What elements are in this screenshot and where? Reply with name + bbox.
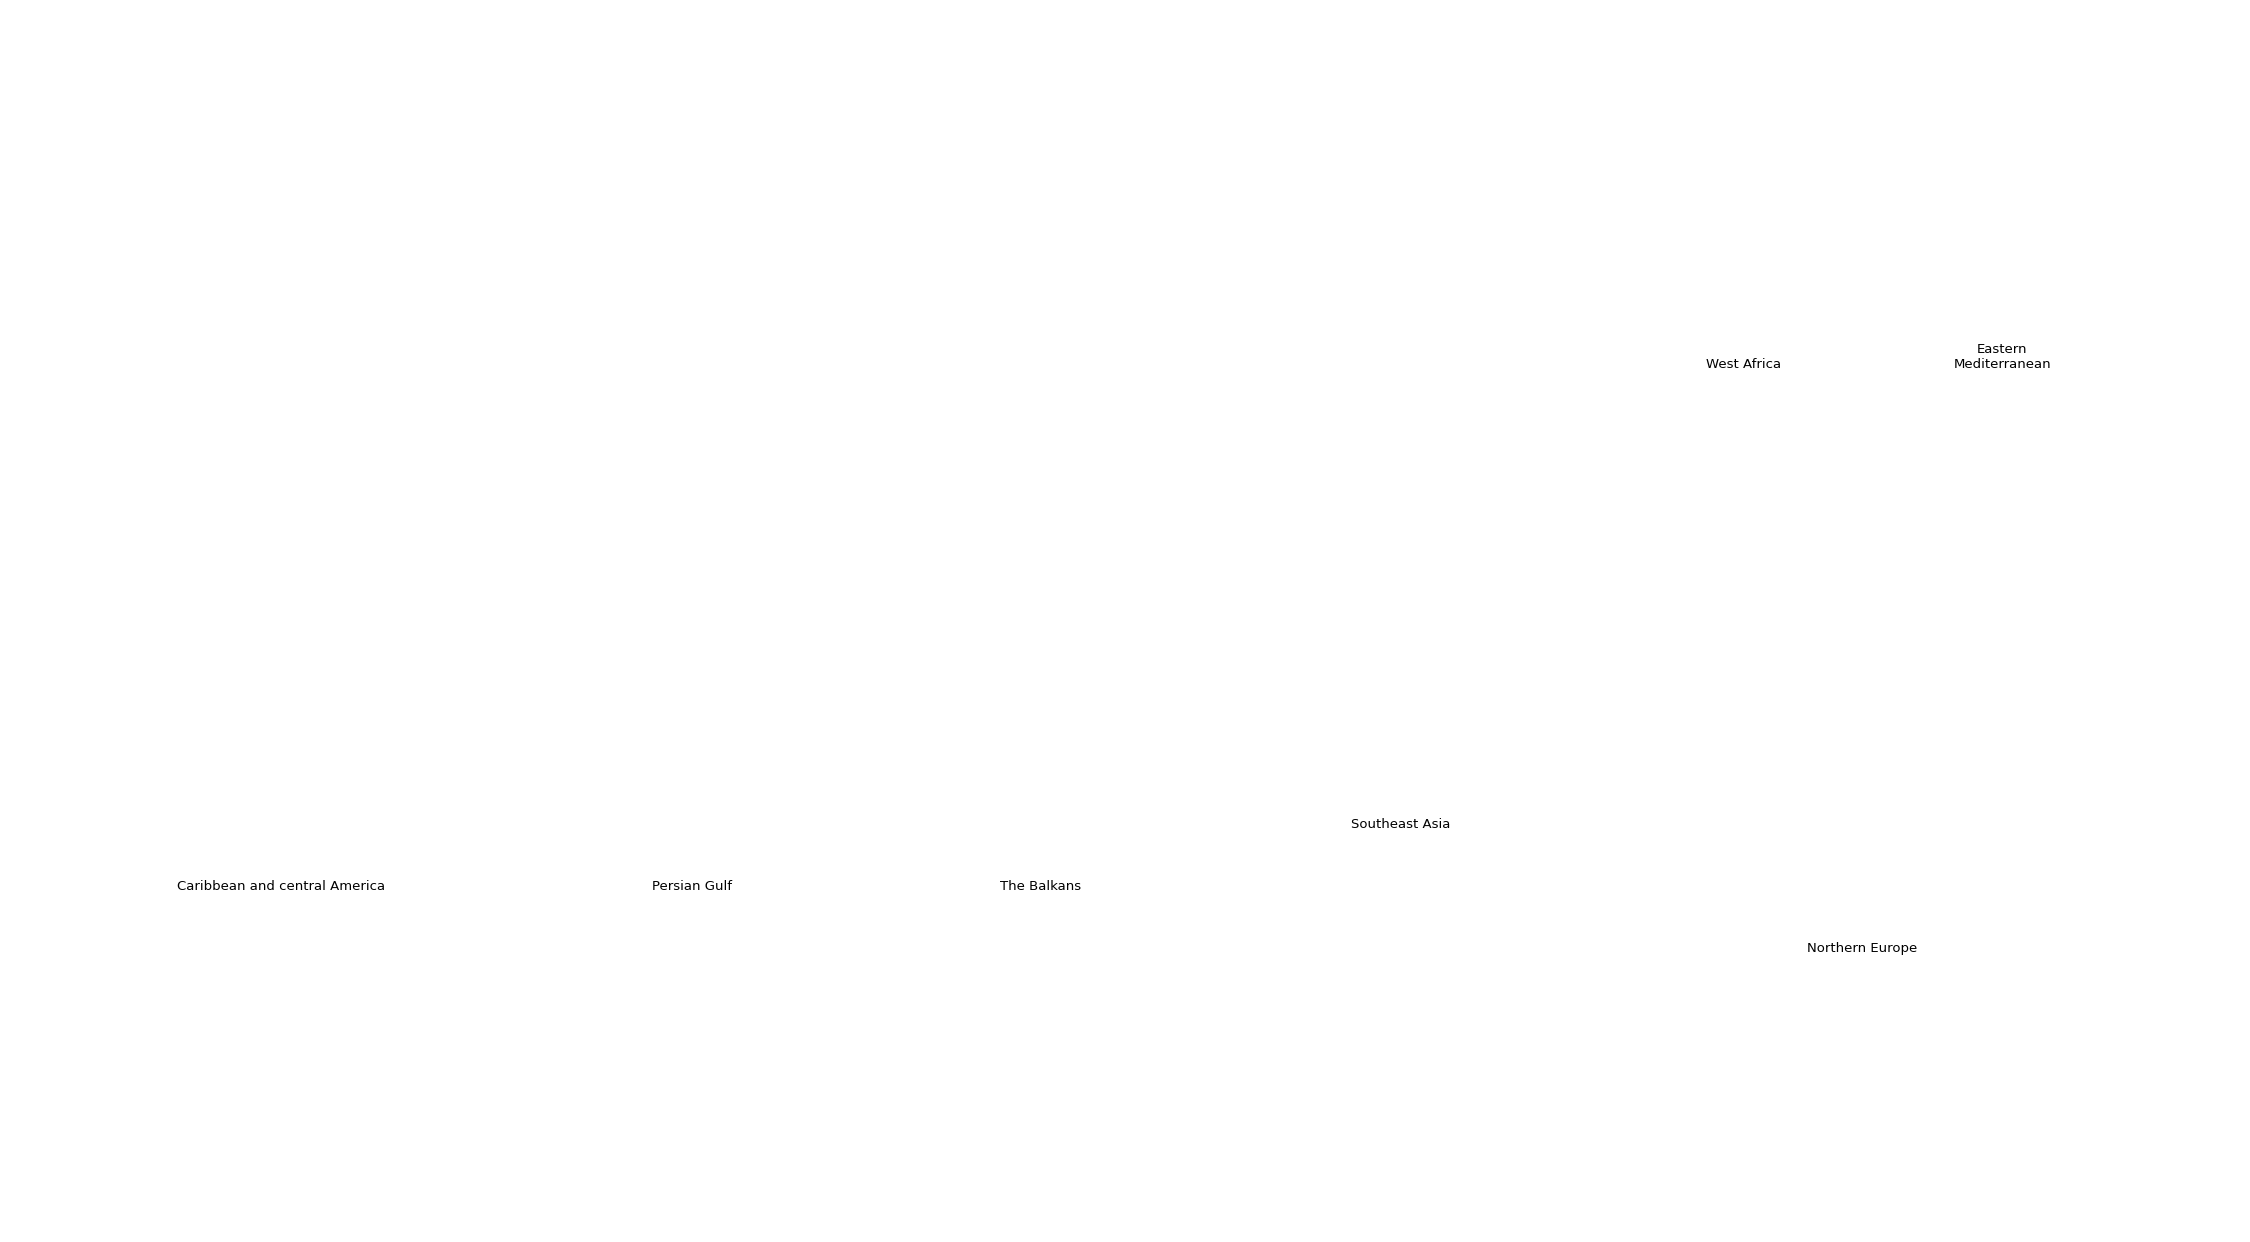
Title: West Africa: West Africa: [1706, 359, 1782, 371]
Title: Northern Europe: Northern Europe: [1807, 943, 1917, 955]
Title: The Balkans: The Balkans: [999, 881, 1082, 893]
Title: Southeast Asia: Southeast Asia: [1350, 818, 1451, 831]
Title: Caribbean and central America: Caribbean and central America: [178, 881, 385, 893]
Title: Eastern
Mediterranean: Eastern Mediterranean: [1953, 344, 2052, 371]
Title: Persian Gulf: Persian Gulf: [652, 881, 731, 893]
